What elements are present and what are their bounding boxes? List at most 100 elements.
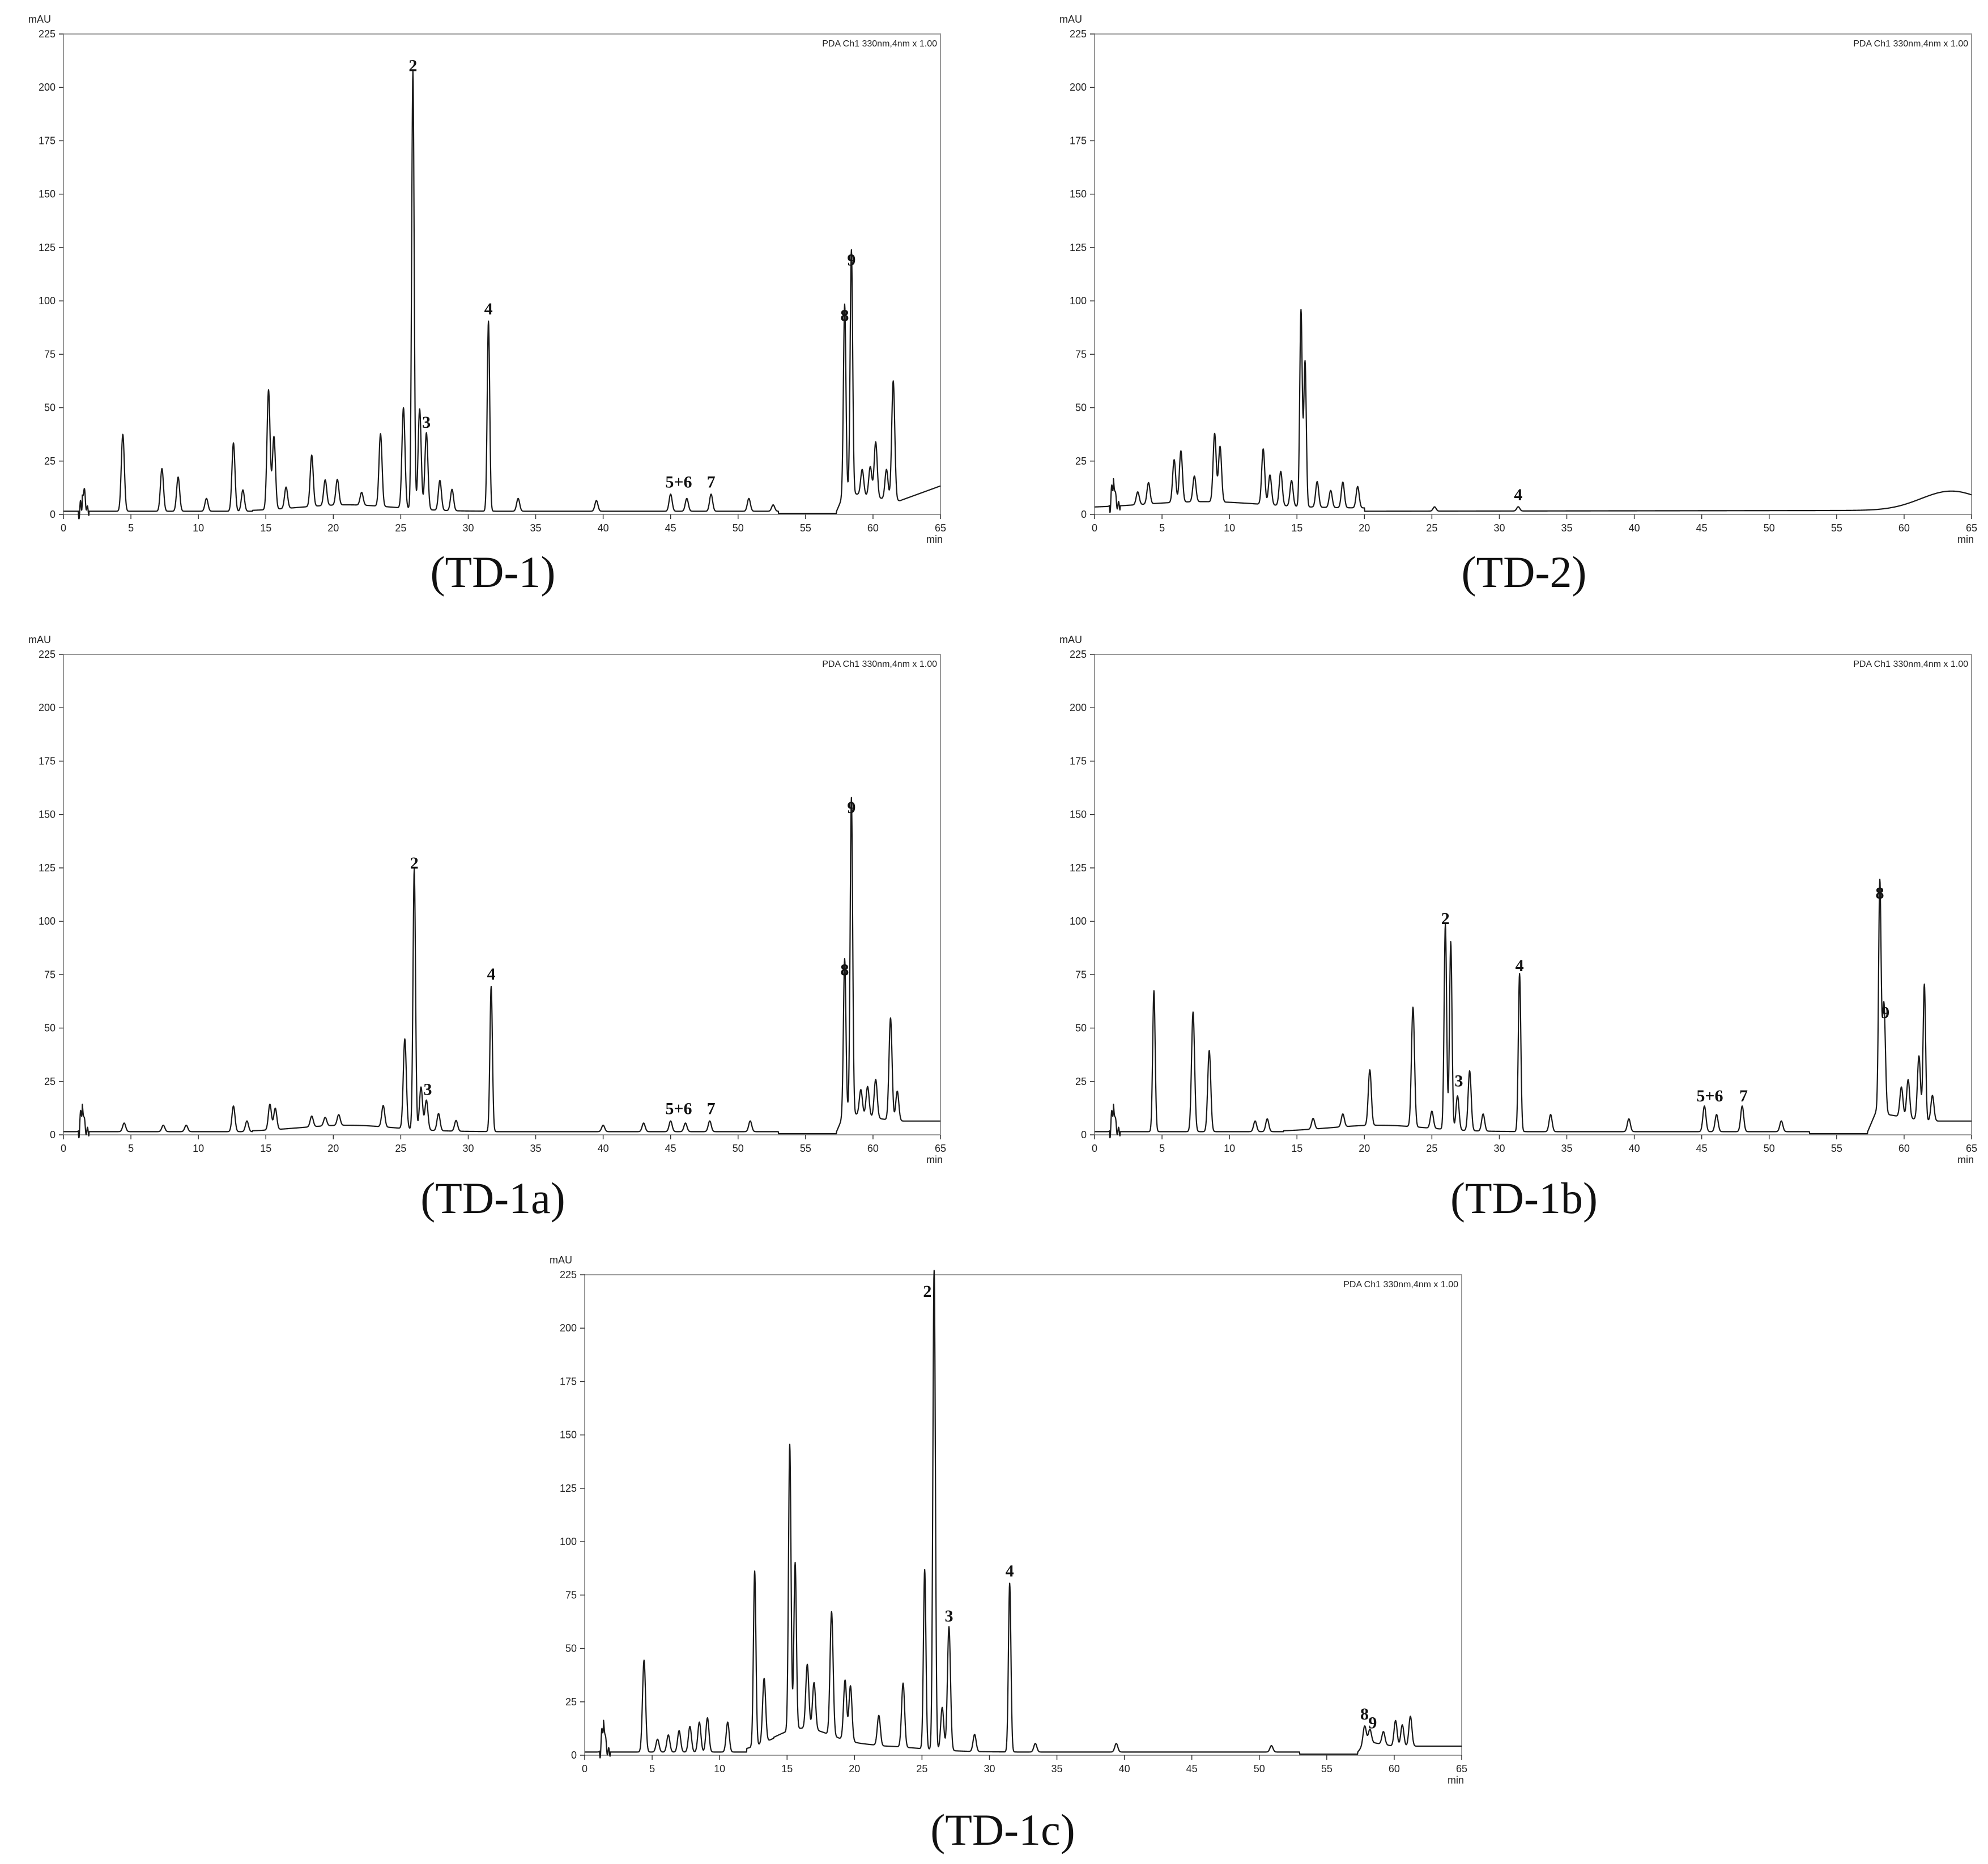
y-tick-label: 175 <box>39 755 56 767</box>
x-axis-unit-label: min <box>1957 1154 1974 1165</box>
x-tick-label: 40 <box>1629 522 1640 534</box>
x-tick-label: 30 <box>462 1143 474 1154</box>
y-tick-label: 25 <box>44 1076 56 1087</box>
x-tick-label: 55 <box>800 1143 811 1154</box>
x-tick-label: 50 <box>1764 522 1775 534</box>
x-tick-label: 25 <box>395 1143 406 1154</box>
peak-label-3: 3 <box>424 1080 432 1099</box>
y-tick-label: 50 <box>1075 402 1087 414</box>
y-tick-label: 25 <box>1075 1076 1087 1087</box>
x-tick-label: 0 <box>1092 522 1097 534</box>
panel-caption-td-1c: (TD-1c) <box>930 1805 1075 1854</box>
peak-label-3: 3 <box>945 1607 953 1625</box>
y-tick-label: 25 <box>1075 456 1087 467</box>
channel-info-label: PDA Ch1 330nm,4nm x 1.00 <box>1853 659 1968 669</box>
x-tick-label: 45 <box>1696 1143 1708 1154</box>
y-tick-label: 150 <box>1070 189 1087 200</box>
peak-label-4: 4 <box>1514 486 1522 504</box>
x-tick-label: 0 <box>1092 1143 1097 1154</box>
peak-label-8: 8 <box>840 306 849 325</box>
y-tick-label: 200 <box>560 1322 577 1334</box>
y-tick-label: 100 <box>1070 916 1087 927</box>
x-tick-label: 40 <box>1629 1143 1640 1154</box>
channel-info-label: PDA Ch1 330nm,4nm x 1.00 <box>1343 1280 1458 1290</box>
plot-frame <box>584 1274 1462 1756</box>
y-tick-label: 175 <box>1070 135 1087 146</box>
x-tick-label: 35 <box>1052 1763 1063 1774</box>
y-tick-label: 200 <box>1070 82 1087 93</box>
peak-label-5-6: 5+6 <box>665 1100 692 1118</box>
chromatogram-trace-td-1a <box>63 797 941 1139</box>
y-tick-label: 225 <box>1070 28 1087 40</box>
peak-label-8: 8 <box>1876 884 1884 903</box>
x-tick-label: 15 <box>260 522 271 534</box>
peak-label-2: 2 <box>1441 909 1450 928</box>
peak-label-4: 4 <box>1516 956 1524 975</box>
y-axis-unit-label: mAU <box>550 1254 572 1266</box>
plot-frame <box>1094 654 1972 1135</box>
x-tick-label: 25 <box>395 522 406 534</box>
x-tick-label: 45 <box>1696 522 1708 534</box>
x-tick-label: 10 <box>1224 1143 1235 1154</box>
y-tick-label: 175 <box>1070 755 1087 767</box>
channel-info-label: PDA Ch1 330nm,4nm x 1.00 <box>822 659 937 669</box>
peak-label-3: 3 <box>422 413 431 432</box>
y-tick-label: 50 <box>1075 1023 1087 1034</box>
y-tick-label: 200 <box>1070 702 1087 713</box>
x-tick-label: 60 <box>867 1143 879 1154</box>
x-tick-label: 45 <box>1186 1763 1198 1774</box>
y-tick-label: 100 <box>560 1536 577 1547</box>
y-tick-label: 200 <box>39 702 56 713</box>
x-axis-unit-label: min <box>926 534 943 545</box>
x-tick-label: 25 <box>916 1763 927 1774</box>
x-tick-label: 65 <box>1966 522 1977 534</box>
peak-label-2: 2 <box>410 854 419 873</box>
x-tick-label: 40 <box>598 522 609 534</box>
y-axis-unit-label: mAU <box>28 14 51 25</box>
y-tick-label: 25 <box>565 1696 577 1708</box>
y-tick-label: 50 <box>44 1023 56 1034</box>
x-tick-label: 10 <box>714 1763 725 1774</box>
x-tick-label: 35 <box>530 1143 542 1154</box>
y-tick-label: 0 <box>571 1750 577 1761</box>
y-tick-label: 75 <box>44 348 56 360</box>
y-axis-unit-label: mAU <box>28 634 51 645</box>
x-tick-label: 20 <box>849 1763 860 1774</box>
y-tick-label: 225 <box>560 1269 577 1280</box>
x-tick-label: 55 <box>1831 522 1842 534</box>
y-tick-label: 100 <box>39 295 56 307</box>
y-tick-label: 125 <box>1070 862 1087 874</box>
peak-label-9: 9 <box>1881 1003 1889 1022</box>
chromatogram-trace-td-1c <box>584 1270 1462 1759</box>
y-tick-label: 150 <box>1070 809 1087 820</box>
peak-label-7: 7 <box>1739 1087 1748 1105</box>
y-tick-label: 75 <box>1075 969 1087 980</box>
peak-label-4: 4 <box>484 300 493 318</box>
x-tick-label: 15 <box>781 1763 793 1774</box>
y-tick-label: 0 <box>1081 1129 1087 1140</box>
peak-label-7: 7 <box>707 1100 716 1118</box>
x-tick-label: 55 <box>800 522 811 534</box>
x-tick-label: 65 <box>935 522 946 534</box>
x-tick-label: 45 <box>665 522 676 534</box>
x-tick-label: 40 <box>1119 1763 1130 1774</box>
x-tick-label: 50 <box>733 522 744 534</box>
y-tick-label: 225 <box>1070 649 1087 660</box>
x-tick-label: 25 <box>1426 1143 1437 1154</box>
x-tick-label: 30 <box>462 522 474 534</box>
peak-label-7: 7 <box>707 473 716 491</box>
x-tick-label: 30 <box>984 1763 995 1774</box>
x-tick-label: 55 <box>1831 1143 1842 1154</box>
x-tick-label: 55 <box>1321 1763 1333 1774</box>
x-tick-label: 0 <box>582 1763 588 1774</box>
y-tick-label: 0 <box>1081 509 1087 520</box>
x-tick-label: 20 <box>327 522 339 534</box>
x-tick-label: 65 <box>1966 1143 1977 1154</box>
panel-caption-td-1b: (TD-1b) <box>1450 1173 1598 1223</box>
y-tick-label: 50 <box>44 402 56 414</box>
y-tick-label: 125 <box>39 242 56 253</box>
